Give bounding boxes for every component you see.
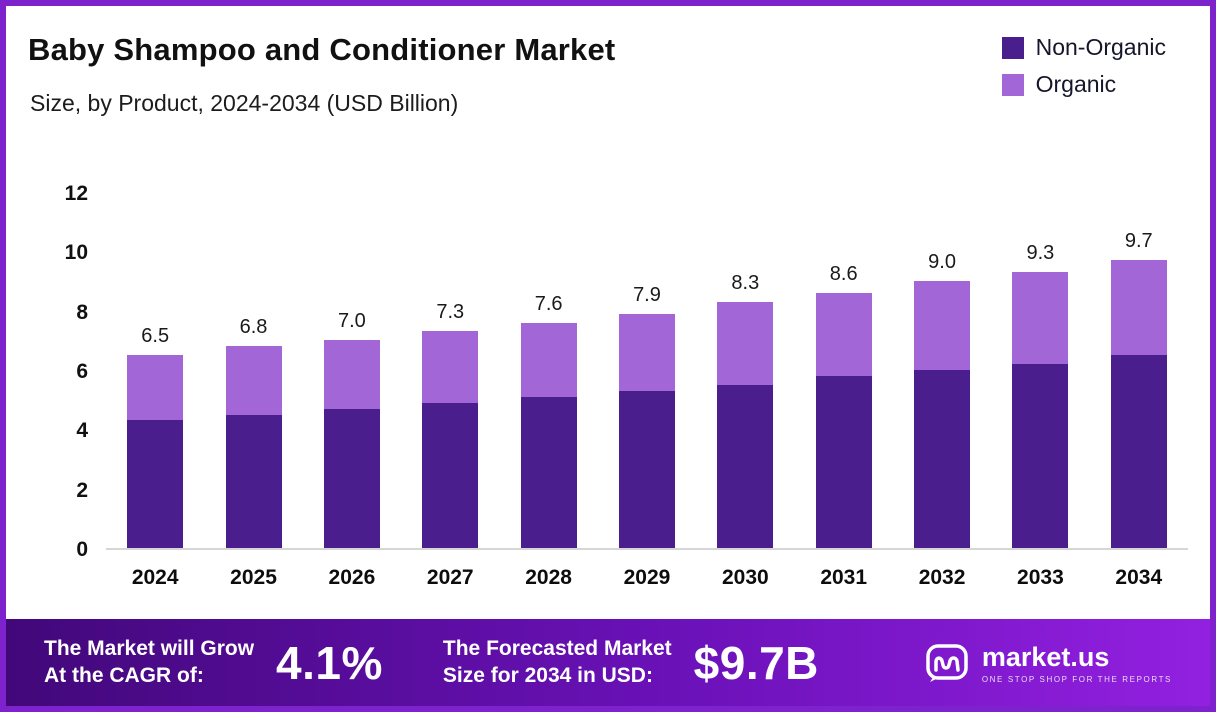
bar-total-label: 7.0 [337,310,366,333]
bar-segment-organic [1012,272,1069,365]
legend-item-organic: Organic [1001,71,1166,98]
chart-area: 6.5 6.8 7.0 7.3 7.6 7.9 8.3 8.6 9.0 9.3 9.7 [106,194,1188,550]
bar-group: 7.0 [303,194,401,548]
bar-segment-non-organic [1110,355,1167,548]
stacked-bar [520,322,577,548]
bar-segment-organic [815,292,872,376]
bar-segment-organic [127,355,184,421]
marketus-logo: market.us ONE STOP SHOP FOR THE REPORTS [924,640,1172,686]
logo-tagline: ONE STOP SHOP FOR THE REPORTS [981,674,1172,684]
x-axis-label: 2027 [426,566,474,589]
forecast-value: $9.7B [693,636,819,689]
bar-segment-non-organic [1012,364,1069,548]
bar-segment-organic [520,322,577,397]
bar-segment-organic [618,313,675,391]
stacked-bar [127,355,184,548]
y-tick-label: 2 [76,478,88,502]
bar-segment-non-organic [914,370,971,548]
bar-total-label: 9.0 [928,251,956,273]
stacked-bar [422,331,479,548]
bar-segment-organic [717,301,774,385]
bar-total-label: 9.3 [1026,242,1055,265]
plot-area: 6.5 6.8 7.0 7.3 7.6 7.9 8.3 8.6 9.0 9.3 9.7 [106,194,1188,550]
x-axis-label: 2026 [328,566,376,589]
bar-total-label: 9.7 [1124,230,1153,253]
stacked-bar [1012,272,1069,548]
bar-segment-organic [1110,260,1167,356]
bar-segment-non-organic [422,402,479,548]
y-tick-label: 12 [64,182,88,205]
y-axis: 0 2 4 6 8 10 12 [36,182,88,561]
bar-group: 9.0 [893,194,991,548]
y-tick-label: 6 [76,360,88,383]
stacked-bar [815,292,872,548]
bar-total-label: 7.3 [436,301,465,324]
stacked-bar [914,281,971,548]
logo-text: market.us ONE STOP SHOP FOR THE REPORTS [982,642,1172,684]
cagr-label: The Market will Grow At the CAGR of: [44,637,255,687]
x-axis-label: 2033 [1017,566,1064,589]
x-axis-label: 2030 [721,566,769,589]
bar-total-label: 7.9 [633,283,661,306]
bar-group: 8.3 [696,194,794,548]
bar-segment-non-organic [127,420,184,548]
stacked-bar [323,340,380,548]
x-axis-label: 2028 [525,566,572,589]
bar-group: 6.5 [106,194,204,548]
y-tick-label: 0 [76,538,88,561]
bar-segment-organic [323,340,380,409]
legend: Non-Organic Organic [1001,34,1166,98]
x-axis: 2024 2025 2026 2027 2028 2029 2030 2031 2032 2033… [106,566,1188,590]
y-tick-label: 10 [64,241,88,265]
logo-brand: market.us [981,641,1110,672]
stacked-bar [717,301,774,548]
bar-segment-organic [422,331,479,403]
bar-segment-non-organic [618,390,675,548]
bar-total-label: 6.8 [239,316,268,339]
forecast-label: The Forecasted Market Size for 2034 in U… [442,637,672,687]
bar-group: 6.8 [204,194,302,548]
bar-group: 9.3 [991,194,1089,548]
stacked-bar [618,313,675,548]
bar-segment-non-organic [815,375,872,548]
page-title: Baby Shampoo and Conditioner Market [28,32,616,67]
stacked-bar [225,346,282,548]
bar-total-label: 6.5 [141,325,170,348]
bar-total-label: 7.6 [534,292,563,315]
bar-group: 7.9 [598,194,696,548]
legend-label: Non-Organic [1035,34,1166,60]
bar-group: 9.7 [1090,194,1188,548]
x-axis-label: 2032 [918,566,966,589]
x-axis-label: 2025 [230,566,277,589]
legend-swatch-non-organic-icon [1001,36,1024,59]
y-tick-label: 8 [76,300,88,324]
bar-segment-non-organic [323,408,380,548]
bar-total-label: 8.6 [829,262,858,285]
bar-segment-organic [914,281,971,370]
x-axis-label: 2031 [820,566,868,589]
bar-segment-organic [225,346,282,415]
bar-segment-non-organic [225,414,282,548]
legend-item-non-organic: Non-Organic [1001,34,1166,61]
cagr-value: 4.1% [276,636,383,689]
x-axis-label: 2029 [623,566,671,589]
bar-segment-non-organic [717,384,774,548]
bar-total-label: 8.3 [731,271,760,294]
bar-group: 8.6 [795,194,893,548]
page-subtitle: Size, by Product, 2024-2034 (USD Billion… [30,90,459,116]
y-tick-label: 4 [76,419,88,443]
footer-banner: The Market will Grow At the CAGR of: 4.1… [6,619,1210,706]
legend-label: Organic [1035,71,1117,97]
marketus-logo-icon [926,643,968,682]
legend-swatch-organic-icon [1001,73,1024,96]
bar-group: 7.3 [401,194,499,548]
bar-group: 7.6 [499,194,597,548]
stacked-bar [1110,260,1167,548]
x-axis-label: 2024 [131,566,179,589]
x-axis-label: 2034 [1115,566,1163,589]
bar-segment-non-organic [520,396,577,548]
